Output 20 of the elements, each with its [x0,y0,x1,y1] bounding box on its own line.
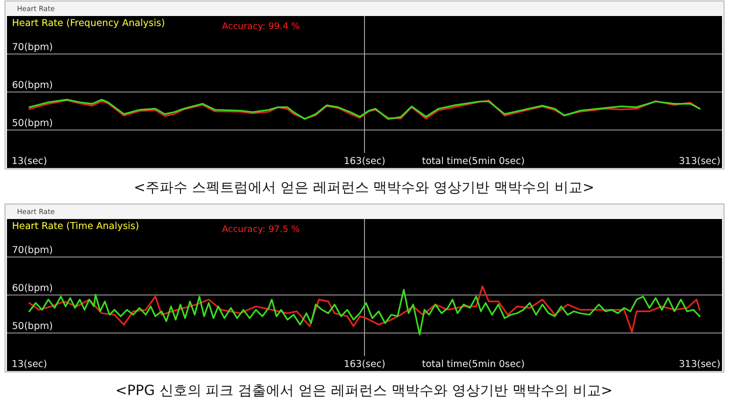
text: <주파수 스펙트럼에서 얻은 레퍼런스 맥박수와 영상기반 맥박수의 비교> [134,180,594,196]
text: <PPG 신호의 피크 검출에서 얻은 레퍼런스 맥박수와 영상기반 맥박수의 비교> [115,383,613,399]
x-tick-label: 13(sec) [12,359,48,370]
chart-title: Heart Rate (Frequency Analysis) [12,18,165,29]
chart-title: Heart Rate (Time Analysis) [12,221,140,232]
y-tick-label: 50(bpm) [12,321,53,332]
x-tick-label: 13(sec) [12,156,48,167]
y-tick-label: 60(bpm) [12,283,53,294]
x-tick-label: 313(sec) [678,156,720,167]
annotation: Accuracy: 99.4 % [222,22,300,32]
annotation: Accuracy: 97.5 % [222,225,300,235]
x-tick-label: 313(sec) [678,359,720,370]
y-tick-label: 60(bpm) [12,80,53,91]
annotation: total time(5min 0sec) [422,156,525,167]
y-tick-label: 70(bpm) [12,42,53,53]
x-tick-label: 163(sec) [344,156,386,167]
x-tick-label: 163(sec) [344,359,386,370]
y-tick-label: 70(bpm) [12,245,53,256]
y-tick-label: 50(bpm) [12,118,53,129]
annotation: total time(5min 0sec) [422,359,525,370]
